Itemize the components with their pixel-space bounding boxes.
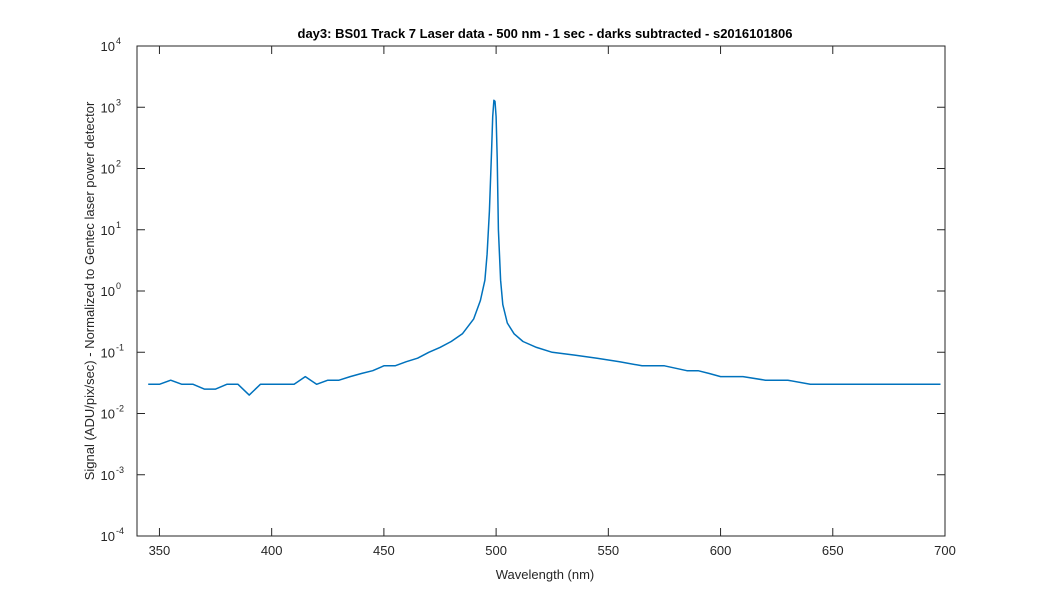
x-tick-label: 600 [710,543,732,558]
x-tick-label: 400 [261,543,283,558]
y-tick-label: 10 [101,162,115,177]
y-tick-label: 10 [101,345,115,360]
y-tick-label-exponent: -3 [116,465,124,475]
y-tick-label: 10 [101,100,115,115]
y-tick-label-exponent: -2 [116,404,124,414]
y-tick-label-exponent: -1 [116,342,124,352]
x-tick-label: 700 [934,543,956,558]
plot-frame [136,45,946,537]
x-tick-label: 450 [373,543,395,558]
y-tick-label-exponent: 1 [116,220,121,230]
x-axis-label: Wavelength (nm) [496,567,595,582]
x-tick-label: 550 [597,543,619,558]
y-tick-label-exponent: 0 [116,281,121,291]
x-tick-label: 650 [822,543,844,558]
y-tick-label: 10 [101,468,115,483]
y-tick-label-exponent: -4 [116,526,124,536]
axis-ticks: 350 400 450 500 550 600 650 70010-410-310-210-1… [101,36,956,558]
y-tick-label-exponent: 2 [116,159,121,169]
x-tick-label: 350 [149,543,171,558]
y-tick-label: 10 [101,407,115,422]
series-group [148,99,941,396]
y-tick-label: 10 [101,39,115,54]
chart-title: day3: BS01 Track 7 Laser data - 500 nm -… [298,26,793,41]
y-tick-label-exponent: 3 [116,97,121,107]
y-axis-label: Signal (ADU/pix/sec) - Normalized to Gen… [82,101,97,480]
y-tick-label: 10 [101,223,115,238]
y-tick-label: 10 [101,284,115,299]
series-line-0 [148,99,941,396]
y-tick-label: 10 [101,529,115,544]
y-tick-label-exponent: 4 [116,36,121,46]
plot-area [137,46,945,536]
x-tick-label: 500 [485,543,507,558]
